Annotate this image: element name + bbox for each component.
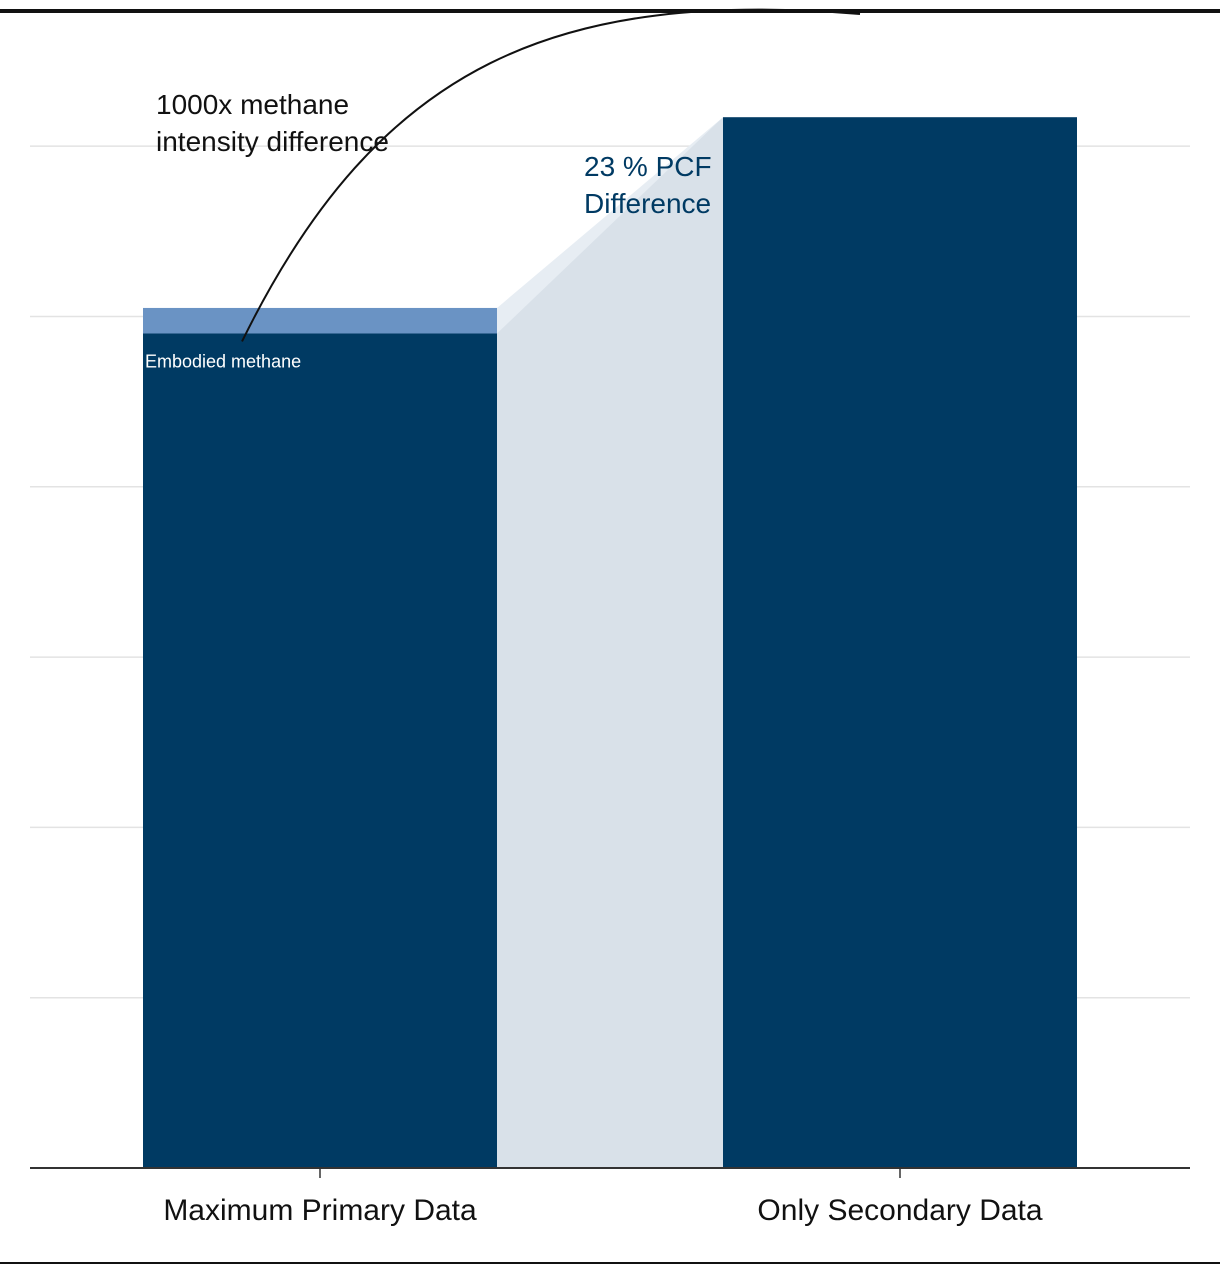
methane-note: 1000x methane intensity difference — [156, 89, 389, 157]
bar-1 — [143, 333, 497, 1168]
bar-2 — [723, 117, 1077, 1168]
bars: Embodied methane — [143, 117, 1077, 1168]
methane-segment-1 — [143, 307, 497, 334]
annotations: 1000x methane intensity difference 23 % … — [156, 8, 861, 342]
difference-bridge — [497, 117, 723, 1168]
methane-callout-arrow — [241, 8, 861, 342]
methane-segment-label: Embodied methane — [145, 351, 301, 371]
x-tick-label-2: Only Secondary Data — [757, 1194, 1042, 1227]
bridge-area — [497, 117, 723, 1168]
x-axis: Maximum Primary Data Only Secondary Data — [30, 1167, 1190, 1227]
pcf-difference-note: 23 % PCF Difference — [584, 151, 719, 219]
x-tick-label-1: Maximum Primary Data — [163, 1194, 477, 1227]
